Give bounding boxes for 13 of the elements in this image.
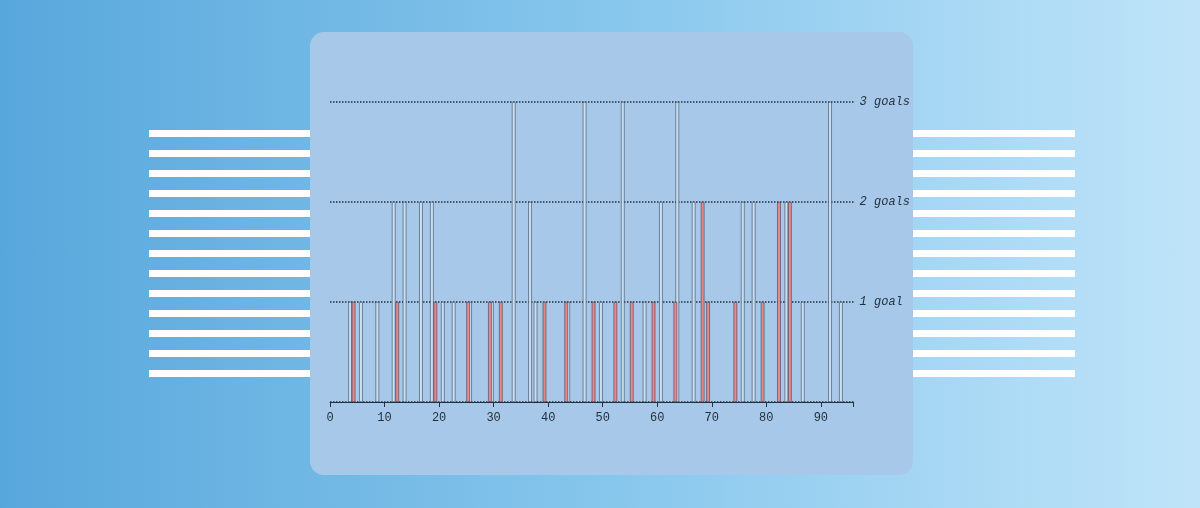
x-tick-label: 60 [650,411,665,425]
x-tick-label: 10 [377,411,392,425]
x-tick-label: 70 [704,411,719,425]
x-tick-label: 30 [486,411,501,425]
x-tick-label: 40 [540,411,556,425]
x-tick-label: 90 [813,411,829,425]
x-tick-label: 0 [326,411,334,425]
y-tick-label: 3 goals [859,95,911,109]
y-tick-label: 2 goals [859,195,911,209]
x-tick-label: 20 [431,411,447,425]
y-tick-label: 1 goal [859,295,903,309]
x-tick-label: 50 [595,411,610,425]
x-tick-label: 80 [759,411,774,425]
